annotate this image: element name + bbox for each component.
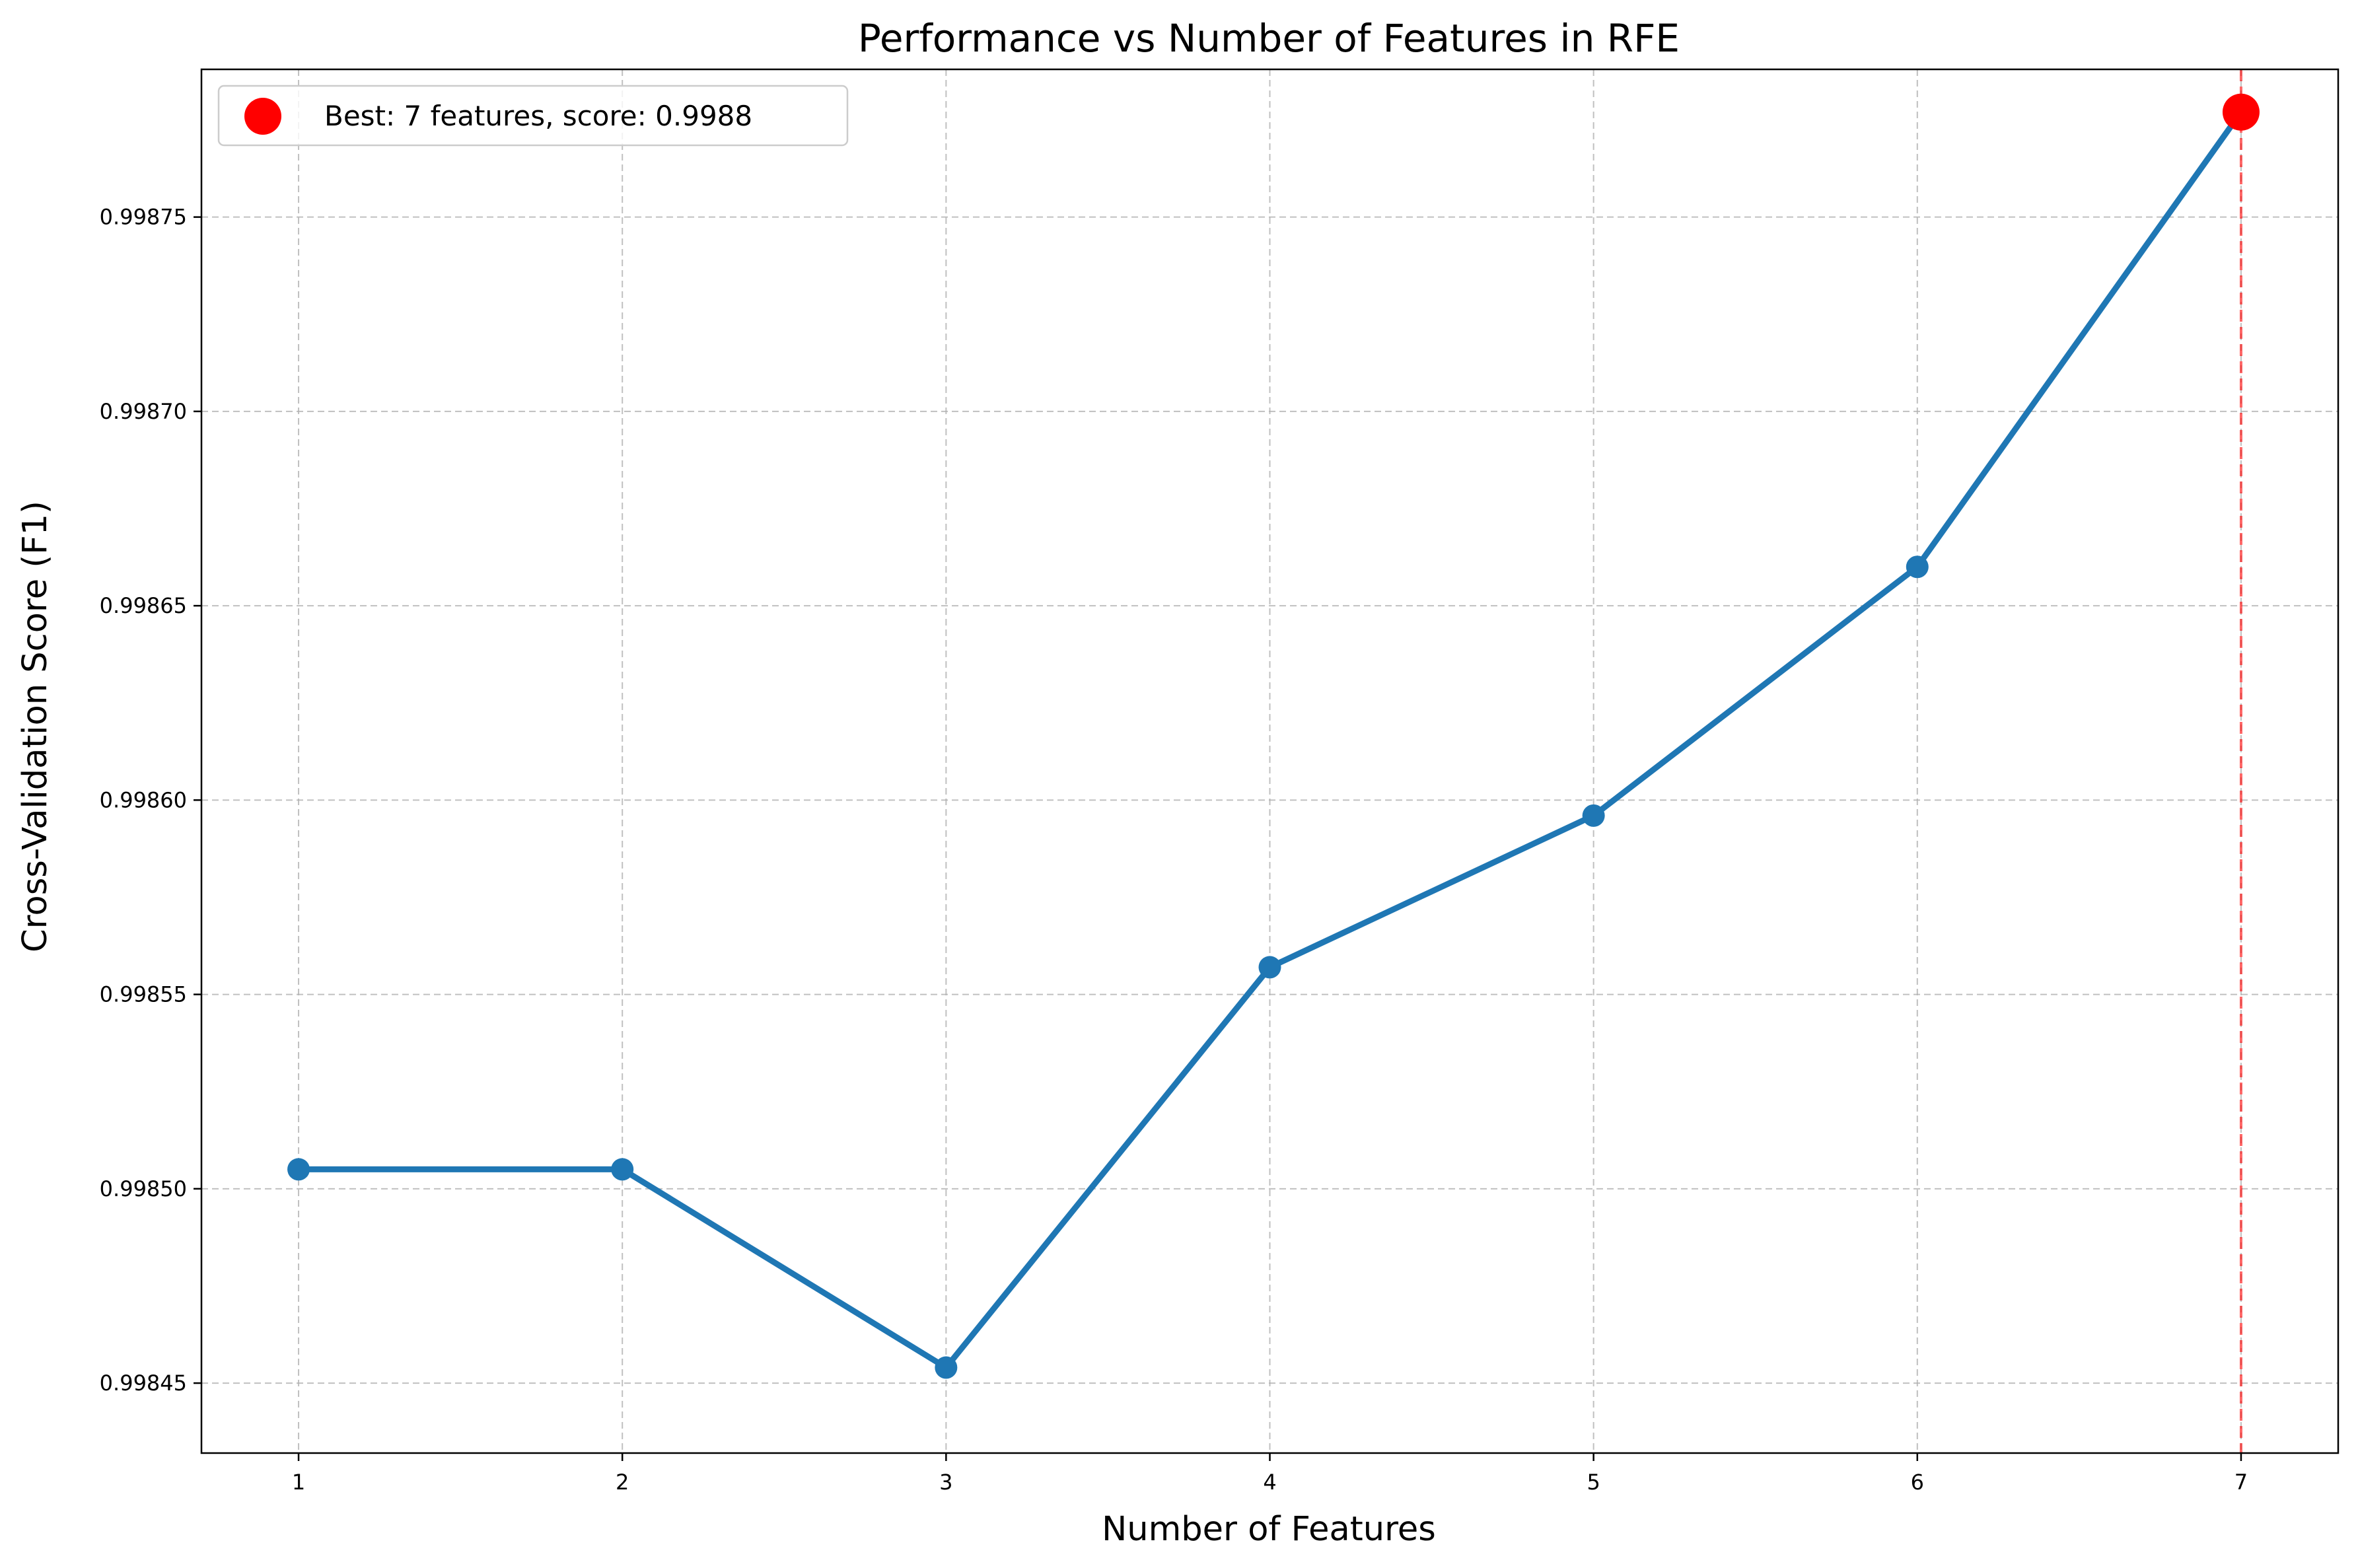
- x-axis-label: Number of Features: [1102, 1510, 1436, 1549]
- y-tick-label: 0.99860: [100, 787, 187, 812]
- grid-layer: [201, 69, 2338, 1453]
- y-tick-label: 0.99870: [100, 399, 187, 424]
- x-tick-label: 4: [1263, 1470, 1276, 1495]
- data-point: [287, 1158, 310, 1181]
- y-tick-label: 0.99850: [100, 1176, 187, 1201]
- chart-title: Performance vs Number of Features in RFE: [858, 16, 1680, 61]
- x-tick-label: 3: [939, 1470, 952, 1495]
- x-tick-label: 7: [2234, 1470, 2248, 1495]
- y-tick-label: 0.99855: [100, 982, 187, 1007]
- legend-marker: [244, 98, 281, 135]
- legend-box: [217, 85, 849, 147]
- y-tick-label: 0.99865: [100, 593, 187, 618]
- legend-label: Best: 7 features, score: 0.9988: [324, 100, 752, 132]
- data-point: [1906, 555, 1929, 579]
- data-point: [1258, 956, 1281, 979]
- data-point: [1582, 804, 1605, 827]
- x-tick-label: 6: [1911, 1470, 1924, 1495]
- y-axis-label: Cross-Validation Score (F1): [16, 501, 55, 952]
- best-point-layer: [2222, 93, 2260, 131]
- x-tick-label: 1: [292, 1470, 305, 1495]
- best-point: [2222, 93, 2260, 131]
- data-point: [935, 1356, 958, 1379]
- x-tick-label: 5: [1587, 1470, 1600, 1495]
- data-point: [611, 1158, 634, 1181]
- legend: Best: 7 features, score: 0.9988: [217, 85, 849, 147]
- y-tick-label: 0.99875: [100, 205, 187, 230]
- tick-layer: 1 2 3 4 5 6 7 0.99845 0.99850 0.99855 0.99860 0.998…: [100, 205, 2248, 1495]
- x-tick-label: 2: [616, 1470, 629, 1495]
- y-tick-label: 0.99845: [100, 1371, 187, 1396]
